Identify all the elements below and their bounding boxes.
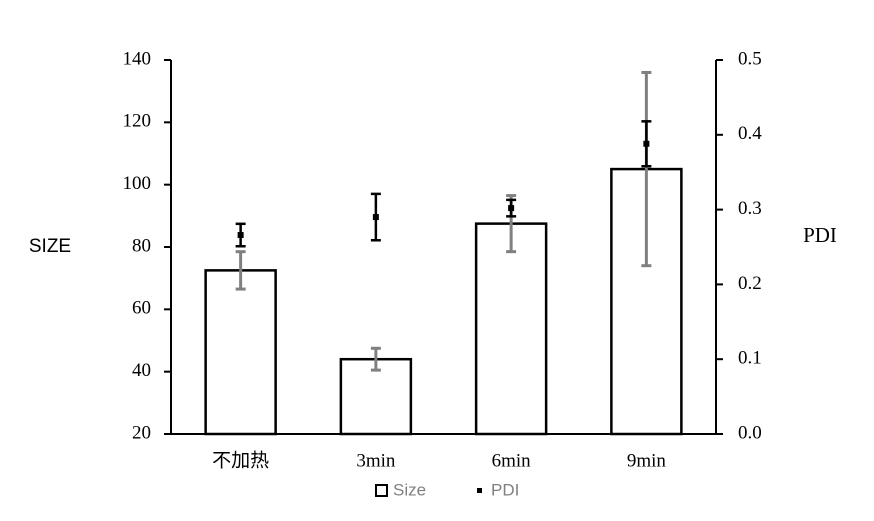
legend-label: Size bbox=[393, 480, 426, 499]
y-tick-label: 100 bbox=[123, 173, 152, 194]
point bbox=[643, 140, 650, 147]
bar bbox=[474, 222, 548, 436]
point bbox=[372, 214, 379, 221]
legend-swatch bbox=[477, 488, 482, 493]
y-tick-label: 120 bbox=[123, 111, 152, 132]
y2-tick-label: 0.1 bbox=[738, 348, 762, 369]
x-tick-label: 不加热 bbox=[212, 449, 269, 471]
bar bbox=[204, 269, 277, 436]
x-tick-label: 3min bbox=[356, 450, 396, 471]
x-tick-label: 9min bbox=[627, 450, 667, 471]
bar bbox=[339, 357, 413, 436]
y-tick-label: 40 bbox=[132, 360, 151, 381]
y-tick-label: 80 bbox=[132, 235, 151, 256]
y2-tick-label: 0.0 bbox=[738, 422, 762, 443]
y-axis-label: SIZE bbox=[29, 236, 71, 257]
y2-tick-label: 0.3 bbox=[738, 198, 762, 219]
y-tick-label: 20 bbox=[132, 422, 151, 443]
point bbox=[508, 205, 515, 212]
legend-swatch bbox=[375, 484, 388, 497]
y-tick-label: 140 bbox=[123, 48, 152, 69]
legend-label: PDI bbox=[491, 480, 519, 499]
y-tick-label: 60 bbox=[132, 298, 151, 319]
y2-axis-label: PDI bbox=[803, 223, 837, 247]
x-tick-label: 6min bbox=[492, 450, 532, 471]
y2-tick-label: 0.2 bbox=[738, 273, 762, 294]
y2-tick-label: 0.4 bbox=[738, 123, 762, 144]
point bbox=[237, 232, 244, 239]
y2-tick-label: 0.5 bbox=[738, 48, 762, 69]
